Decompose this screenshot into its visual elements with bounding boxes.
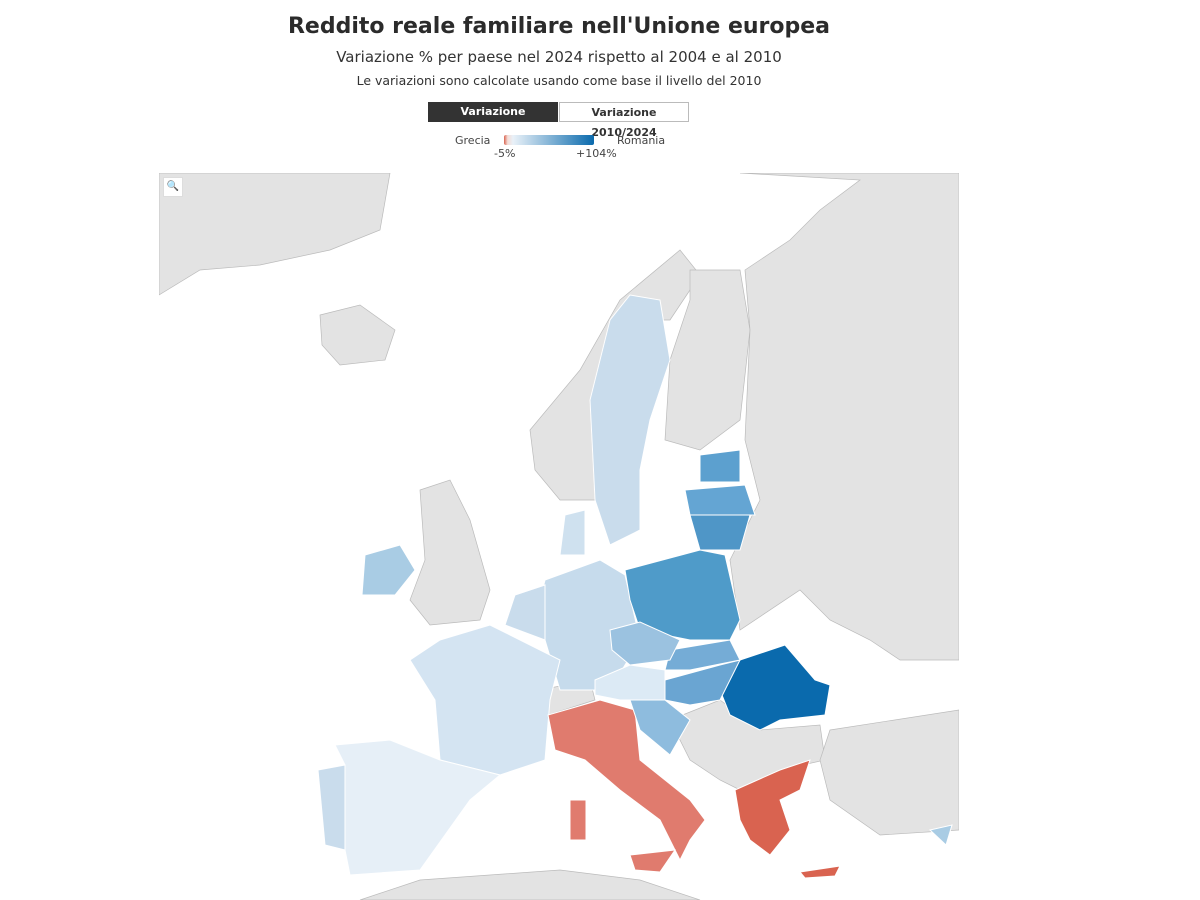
- lithuania: [689, 514, 751, 551]
- czechia: [609, 621, 681, 666]
- finland: [664, 269, 751, 451]
- great-britain: [409, 479, 491, 626]
- ireland: [361, 544, 416, 596]
- cyprus: [928, 824, 953, 846]
- legend-max-label: +104%: [576, 147, 617, 160]
- zoom-button[interactable]: 🔍: [163, 177, 183, 197]
- sicily: [629, 849, 677, 873]
- portugal: [317, 764, 346, 851]
- subtitle: Variazione % per paese nel 2024 rispetto…: [336, 48, 782, 66]
- legend-min-label: -5%: [494, 147, 516, 160]
- tab[interactable]: Variazione 2010/2024: [559, 102, 689, 139]
- legend-max-country: Romania: [617, 134, 666, 147]
- benelux: [504, 584, 546, 641]
- romania: [719, 644, 831, 731]
- latvia: [684, 484, 756, 516]
- turkey: [819, 709, 959, 836]
- legend-min-country: Grecia: [455, 134, 491, 147]
- sweden: [589, 294, 671, 546]
- iceland: [319, 304, 396, 366]
- denmark: [559, 509, 586, 556]
- non-eu-land: [159, 173, 959, 900]
- legend-gradient: [504, 135, 594, 145]
- sardinia: [569, 799, 587, 841]
- greece: [734, 759, 811, 856]
- crete: [799, 865, 841, 879]
- north-africa: [359, 869, 701, 900]
- title: Reddito reale familiare nell'Unione euro…: [287, 14, 831, 39]
- slovakia: [664, 639, 741, 671]
- eastern-europe: [729, 173, 959, 661]
- greenland: [159, 173, 391, 296]
- france: [409, 624, 561, 776]
- estonia: [699, 449, 741, 483]
- croatia-slovenia: [629, 699, 691, 756]
- map: [159, 173, 959, 900]
- tab[interactable]: Variazione 2004/2024: [428, 102, 558, 138]
- note: Le variazioni sono calcolate usando come…: [356, 73, 762, 88]
- eu-countries: [317, 294, 953, 879]
